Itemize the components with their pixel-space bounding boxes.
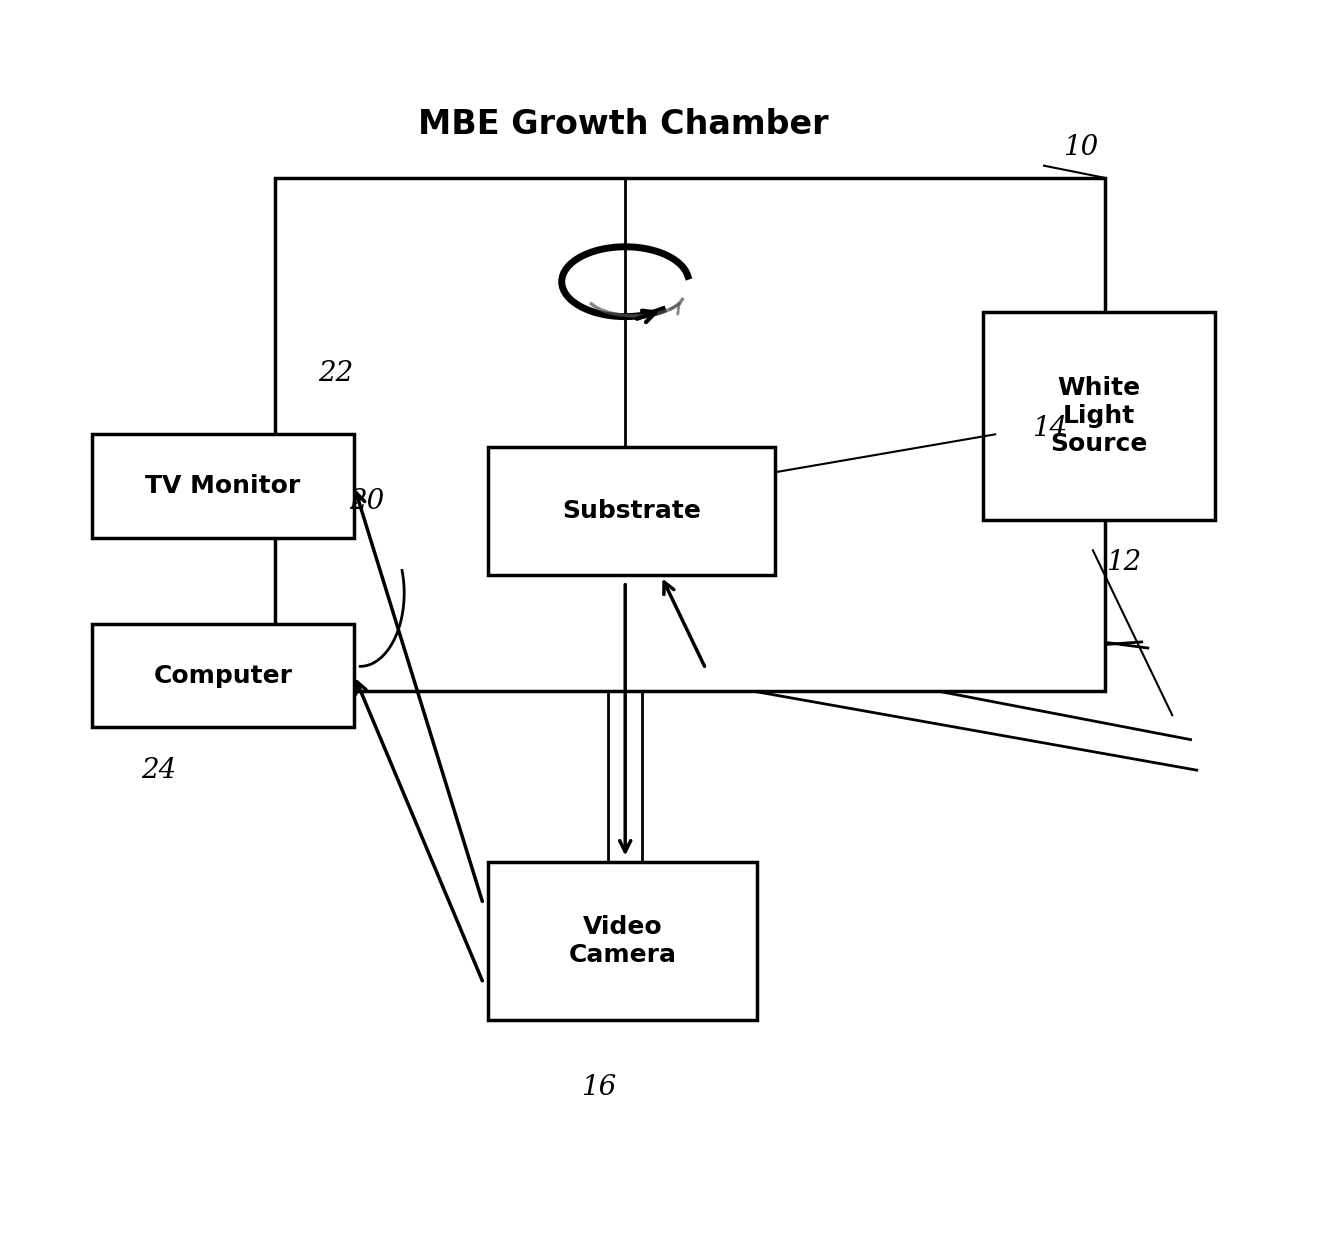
- Text: 22: 22: [318, 359, 354, 387]
- Text: 14: 14: [1033, 415, 1067, 442]
- Text: MBE Growth Chamber: MBE Growth Chamber: [418, 109, 829, 141]
- Text: 16: 16: [580, 1074, 616, 1102]
- Text: Video
Camera: Video Camera: [568, 915, 676, 967]
- Text: 24: 24: [141, 757, 177, 784]
- Text: 20: 20: [349, 488, 383, 515]
- Text: TV Monitor: TV Monitor: [145, 474, 301, 498]
- Bar: [488, 862, 757, 1020]
- Text: White
Light
Source: White Light Source: [1050, 377, 1147, 456]
- Bar: [274, 178, 1105, 690]
- Bar: [488, 447, 776, 574]
- Bar: [984, 312, 1215, 520]
- Text: Computer: Computer: [153, 663, 293, 688]
- Text: 12: 12: [1106, 550, 1141, 576]
- Bar: [92, 624, 354, 727]
- Bar: [92, 435, 354, 538]
- Text: Substrate: Substrate: [563, 499, 701, 522]
- Text: 10: 10: [1063, 133, 1098, 161]
